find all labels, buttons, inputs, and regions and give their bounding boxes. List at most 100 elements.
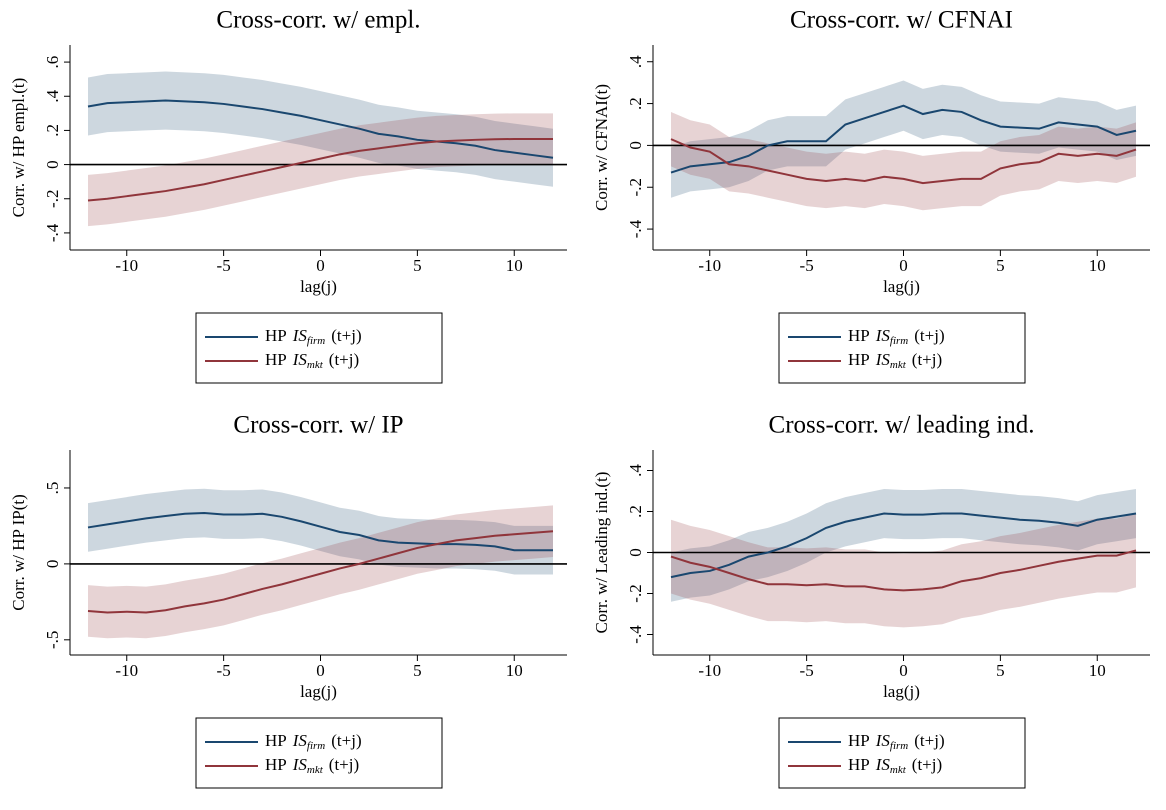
y-tick-label: .2 [626, 505, 645, 518]
legend-suffix: (t+j) [914, 326, 944, 345]
y-tick-label: -.5 [43, 631, 62, 649]
x-tick-label: 10 [506, 661, 523, 680]
legend-symbol: IS [875, 326, 891, 345]
y-tick-label: 0 [43, 560, 62, 569]
legend-label: HP ISfirm (t+j) [848, 326, 945, 347]
x-tick-label: 10 [506, 256, 523, 275]
x-tick-label: -5 [800, 661, 814, 680]
x-tick-label: -10 [698, 661, 721, 680]
series-line [670, 549, 1137, 592]
y-tick-label: .6 [43, 56, 62, 69]
panel: Cross-corr. w/ empl. -.4 -.2 0 .2 .4 .6 -10 -5 0 5… [9, 7, 567, 384]
confidence-band [671, 80, 1136, 198]
y-tick-label: .4 [43, 89, 62, 102]
confidence-band [88, 488, 553, 575]
legend-suffix: (t+j) [331, 731, 361, 750]
x-tick-label: 10 [1089, 661, 1106, 680]
x-tick-label: 0 [316, 661, 325, 680]
x-tick-label: 5 [996, 256, 1005, 275]
y-tick-label: .4 [626, 464, 645, 477]
chart-title: Cross-corr. w/ leading ind. [769, 412, 1035, 439]
legend-prefix: HP [265, 755, 287, 774]
x-axis-label: lag(j) [883, 277, 920, 296]
legend-box [195, 717, 443, 789]
legend-subscript: mkt [890, 359, 907, 371]
legend-suffix: (t+j) [331, 326, 361, 345]
x-tick-label: 0 [899, 661, 908, 680]
legend-subscript: mkt [307, 764, 324, 776]
legend-prefix: HP [848, 731, 870, 750]
legend-suffix: (t+j) [912, 755, 942, 774]
chart-title: Cross-corr. w/ CFNAI [790, 7, 1013, 34]
panel: Cross-corr. w/ CFNAI -.4 -.2 0 .2 .4 -10 -5 0 5 10… [592, 7, 1150, 384]
panel: Cross-corr. w/ IP -.5 0 .5 -10 -5 0 5 10 lag(j) Co… [9, 412, 567, 789]
legend-prefix: HP [265, 326, 287, 345]
confidence-band [88, 71, 553, 187]
legend-label: HP ISmkt (t+j) [265, 350, 359, 371]
x-axis-label: lag(j) [883, 682, 920, 701]
legend: HP ISfirm (t+j)HP ISmkt (t+j) [195, 717, 443, 789]
x-tick-label: 5 [996, 661, 1005, 680]
legend-symbol: IS [292, 755, 308, 774]
legend-symbol: IS [292, 731, 308, 750]
y-axis-label: Corr. w/ Leading ind.(t) [592, 472, 611, 634]
legend-subscript: mkt [307, 359, 324, 371]
confidence-band [671, 488, 1136, 602]
legend-label: HP ISmkt (t+j) [848, 350, 942, 371]
legend-suffix: (t+j) [329, 755, 359, 774]
chart-title: Cross-corr. w/ empl. [216, 7, 420, 34]
x-tick-label: -5 [217, 256, 231, 275]
x-tick-label: -10 [115, 661, 138, 680]
x-tick-label: 5 [413, 256, 422, 275]
legend: HP ISfirm (t+j)HP ISmkt (t+j) [778, 717, 1026, 789]
y-tick-label: .5 [43, 482, 62, 495]
legend-label: HP ISfirm (t+j) [848, 731, 945, 752]
y-tick-label: .2 [43, 124, 62, 137]
legend-symbol: IS [875, 731, 891, 750]
x-tick-label: -10 [698, 256, 721, 275]
x-tick-label: 10 [1089, 256, 1106, 275]
legend-box [195, 312, 443, 384]
y-axis-label: Corr. w/ HP IP(t) [9, 494, 28, 611]
legend-label: HP ISmkt (t+j) [265, 755, 359, 776]
series-line [87, 530, 554, 614]
legend-suffix: (t+j) [329, 350, 359, 369]
legend-suffix: (t+j) [914, 731, 944, 750]
y-tick-label: 0 [626, 548, 645, 557]
x-tick-label: 5 [413, 661, 422, 680]
x-axis-label: lag(j) [300, 277, 337, 296]
x-axis-label: lag(j) [300, 682, 337, 701]
y-tick-label: -.4 [626, 219, 645, 238]
legend-subscript: firm [890, 740, 908, 752]
x-tick-label: -5 [800, 256, 814, 275]
legend-subscript: firm [307, 335, 325, 347]
y-tick-label: 0 [626, 141, 645, 150]
legend-subscript: firm [890, 335, 908, 347]
x-tick-label: -10 [115, 256, 138, 275]
legend-prefix: HP [848, 350, 870, 369]
legend-box [778, 717, 1026, 789]
confidence-band [88, 505, 553, 639]
legend: HP ISfirm (t+j)HP ISmkt (t+j) [778, 312, 1026, 384]
legend-label: HP ISmkt (t+j) [848, 755, 942, 776]
series-line [670, 138, 1137, 185]
y-tick-label: -.4 [626, 625, 645, 644]
legend-prefix: HP [848, 326, 870, 345]
series-line [87, 137, 553, 202]
x-tick-label: 0 [316, 256, 325, 275]
confidence-band [671, 111, 1136, 211]
y-tick-label: -.2 [626, 178, 645, 196]
y-tick-label: .4 [626, 55, 645, 68]
legend-symbol: IS [875, 350, 891, 369]
legend-symbol: IS [292, 326, 308, 345]
chart-title: Cross-corr. w/ IP [233, 412, 403, 439]
legend-subscript: firm [307, 740, 325, 752]
legend-symbol: IS [875, 755, 891, 774]
y-tick-label: -.2 [626, 584, 645, 602]
legend-prefix: HP [265, 350, 287, 369]
y-axis-label: Corr. w/ HP empl.(t) [9, 78, 28, 218]
x-tick-label: -5 [217, 661, 231, 680]
legend-symbol: IS [292, 350, 308, 369]
